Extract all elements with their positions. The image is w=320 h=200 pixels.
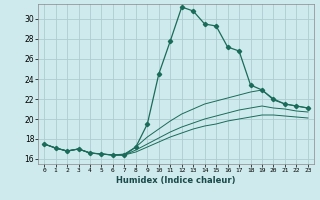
X-axis label: Humidex (Indice chaleur): Humidex (Indice chaleur) <box>116 176 236 185</box>
